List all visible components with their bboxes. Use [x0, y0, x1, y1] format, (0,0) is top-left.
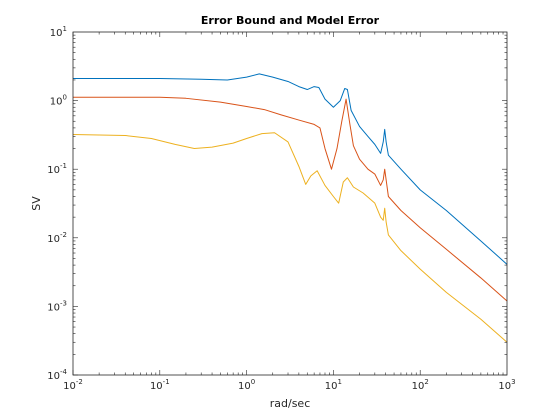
y-axis-label: SV: [30, 196, 43, 211]
x-axis-label: rad/sec: [270, 397, 311, 410]
x-tick-label: 102: [412, 378, 429, 392]
y-tick-label: 10-4: [47, 368, 67, 382]
y-tick-label: 10-1: [47, 162, 67, 176]
y-tick-label: 101: [50, 25, 67, 39]
series-layer: [72, 73, 508, 343]
x-tick-label: 10-2: [63, 378, 83, 392]
x-tick-label: 101: [325, 378, 342, 392]
plot-area: [73, 32, 507, 375]
y-tick-label: 10-3: [47, 299, 67, 313]
series-line-1: [73, 73, 508, 265]
x-tick-label: 103: [498, 378, 515, 392]
series-line-3: [72, 132, 508, 343]
series-line-2: [73, 96, 508, 302]
axes-frame: [72, 31, 508, 376]
y-tick-label: 100: [50, 94, 67, 108]
y-tick-label: 10-2: [47, 231, 67, 245]
tick-layer: 10-2 10-1 100 101 102 103 10-4 10-3 10-2 10-1 100 1…: [47, 25, 515, 392]
chart-title: Error Bound and Model Error: [201, 14, 380, 27]
x-tick-label: 100: [238, 378, 255, 392]
x-tick-label: 10-1: [150, 378, 170, 392]
